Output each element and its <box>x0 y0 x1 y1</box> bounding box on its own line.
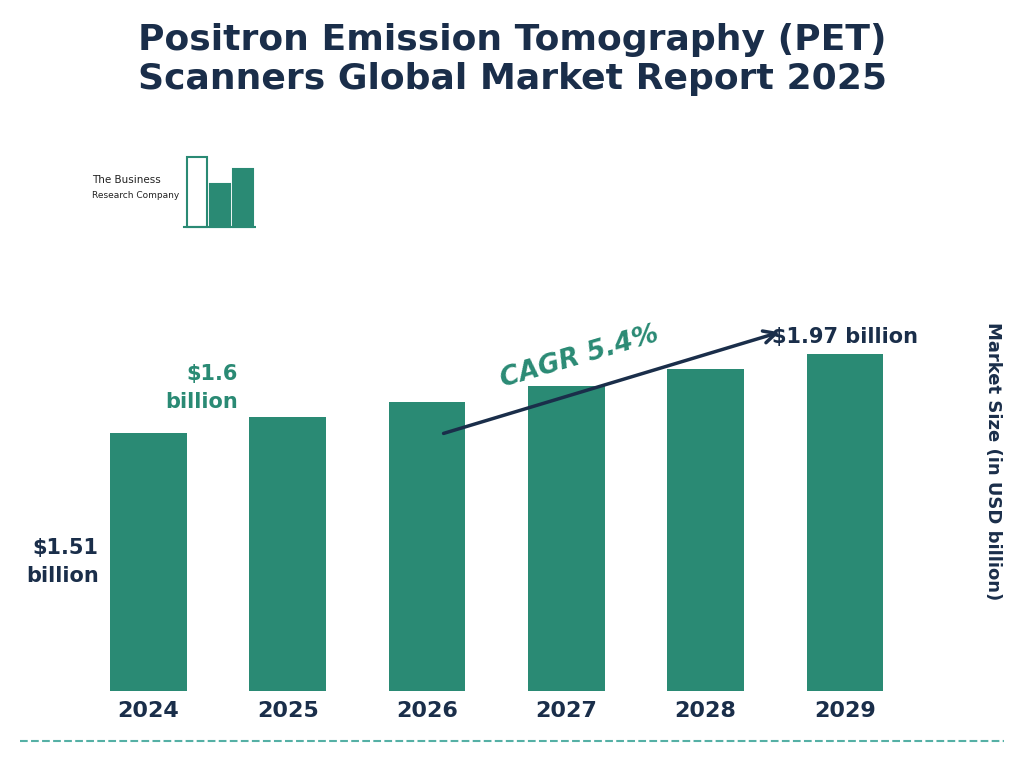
Text: $1.6
billion: $1.6 billion <box>166 364 239 412</box>
Bar <box>110 432 186 691</box>
Text: Market Size (in USD billion): Market Size (in USD billion) <box>984 322 1002 600</box>
Bar <box>668 369 744 691</box>
Bar <box>528 386 604 691</box>
Bar <box>210 184 229 227</box>
Bar <box>389 402 465 691</box>
Bar <box>807 354 884 691</box>
Text: $1.97 billion: $1.97 billion <box>772 327 918 347</box>
Text: The Business: The Business <box>92 175 161 186</box>
Text: Research Company: Research Company <box>92 191 179 200</box>
Text: Positron Emission Tomography (PET)
Scanners Global Market Report 2025: Positron Emission Tomography (PET) Scann… <box>137 23 887 97</box>
Text: CAGR 5.4%: CAGR 5.4% <box>498 321 663 392</box>
Bar <box>187 157 207 227</box>
Bar <box>233 169 253 227</box>
Bar <box>249 417 326 691</box>
Text: $1.51
billion: $1.51 billion <box>26 538 99 586</box>
